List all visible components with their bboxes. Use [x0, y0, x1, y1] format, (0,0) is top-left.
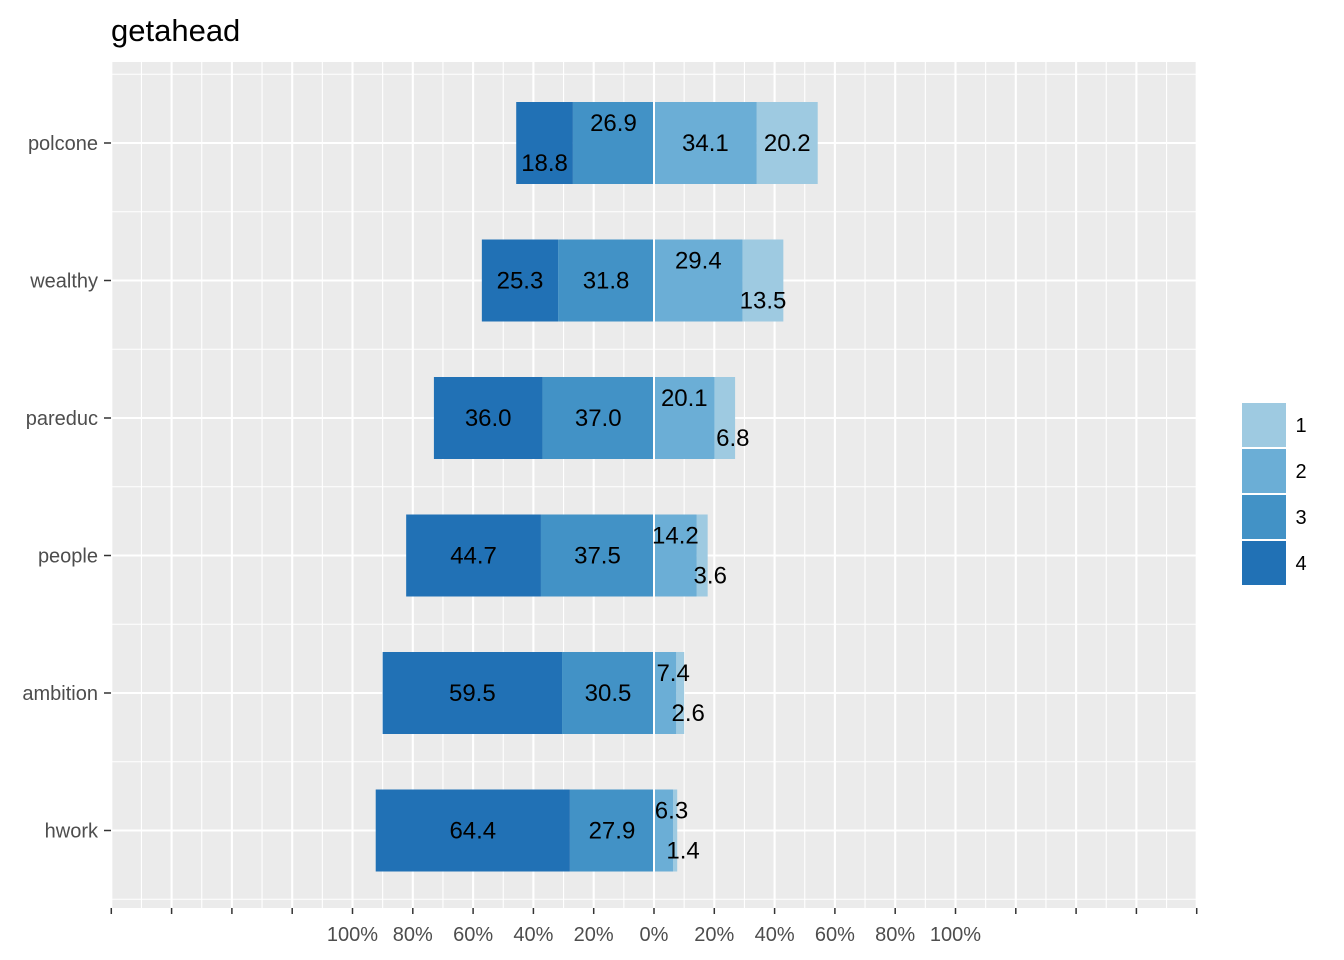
legend: 1 2 3 4 — [1242, 403, 1307, 585]
data-label: 3.6 — [694, 563, 727, 590]
x-tick-label: 60% — [815, 924, 855, 946]
bar-segment — [654, 377, 715, 459]
data-label: 25.3 — [497, 268, 544, 295]
bar-segment — [756, 102, 818, 184]
x-tick-label: 0% — [640, 924, 669, 946]
bar-segment — [742, 239, 784, 322]
chart-title: getahead — [111, 13, 240, 48]
data-label: 14.2 — [652, 523, 699, 550]
bar-segment — [569, 789, 654, 872]
data-label: 26.9 — [590, 110, 637, 137]
x-tick-label: 60% — [453, 924, 493, 946]
legend-key — [1242, 449, 1286, 493]
y-tick-label: people — [38, 546, 98, 568]
data-label: 7.4 — [656, 660, 689, 687]
data-label: 36.0 — [465, 405, 512, 432]
bar-segment — [558, 239, 654, 322]
data-label: 34.1 — [682, 130, 729, 157]
data-label: 2.6 — [672, 700, 705, 727]
bar-segment — [654, 239, 743, 322]
legend-label: 4 — [1295, 553, 1306, 575]
bar-segment — [672, 789, 678, 872]
legend-label: 3 — [1295, 507, 1306, 529]
x-tick-label: 20% — [574, 924, 614, 946]
legend-key — [1242, 495, 1286, 539]
data-label: 13.5 — [740, 288, 787, 315]
data-label: 30.5 — [585, 680, 632, 707]
x-tick-label: 40% — [513, 924, 553, 946]
data-label: 44.7 — [450, 543, 497, 570]
bar-segment — [654, 514, 697, 597]
y-tick-label: wealthy — [29, 271, 98, 293]
data-label: 6.3 — [655, 798, 688, 825]
legend-label: 2 — [1295, 461, 1306, 483]
x-tick-label: 100% — [327, 924, 378, 946]
bar-segment — [516, 102, 573, 184]
bar-segment — [406, 514, 541, 597]
data-label: 31.8 — [583, 268, 630, 295]
bar-segment — [714, 377, 736, 459]
data-label: 20.1 — [661, 385, 708, 412]
data-label: 64.4 — [449, 818, 496, 845]
legend-label: 1 — [1295, 415, 1306, 437]
data-label: 6.8 — [716, 425, 749, 452]
bar-segment — [433, 377, 543, 459]
bar-segment — [676, 652, 685, 734]
bar-segment — [481, 239, 559, 322]
y-tick-label: ambition — [22, 683, 98, 705]
data-label: 29.4 — [675, 248, 722, 275]
bar-segment — [540, 514, 654, 597]
y-tick-label: pareduc — [26, 408, 98, 430]
y-tick-label: hwork — [45, 821, 99, 843]
x-tick-label: 80% — [393, 924, 433, 946]
x-tick-label: 40% — [755, 924, 795, 946]
bar-segment — [654, 652, 677, 734]
bars — [375, 102, 818, 872]
x-axis: 100% 80% 60% 40% 20% 0% 20% 40% 60% 80% 100% — [110, 908, 1198, 946]
bar-segment — [542, 377, 654, 459]
data-label: 37.5 — [574, 543, 621, 570]
legend-key — [1242, 403, 1286, 447]
data-label: 1.4 — [666, 838, 699, 865]
x-tick-label: 100% — [930, 924, 981, 946]
legend-key — [1242, 541, 1286, 585]
y-tick-label: polcone — [28, 133, 98, 155]
y-axis: polcone wealthy pareduc people ambition hwork — [22, 133, 111, 843]
bar-segment — [654, 789, 673, 872]
x-tick-label: 20% — [694, 924, 734, 946]
x-tick-label: 80% — [875, 924, 915, 946]
bar-segment — [654, 102, 757, 184]
data-label: 20.2 — [764, 130, 811, 157]
data-label: 59.5 — [449, 680, 496, 707]
bar-segment — [562, 652, 654, 734]
data-label: 18.8 — [521, 150, 568, 177]
bar-segment — [572, 102, 654, 184]
bar-segment — [382, 652, 563, 734]
bar-segment — [696, 514, 708, 597]
data-labels: 34.1 20.2 26.9 18.8 29.4 13.5 31.8 25.3 20.1 6.8 3… — [449, 110, 811, 865]
data-label: 37.0 — [575, 405, 622, 432]
data-label: 27.9 — [589, 818, 636, 845]
bar-segment — [375, 789, 570, 872]
